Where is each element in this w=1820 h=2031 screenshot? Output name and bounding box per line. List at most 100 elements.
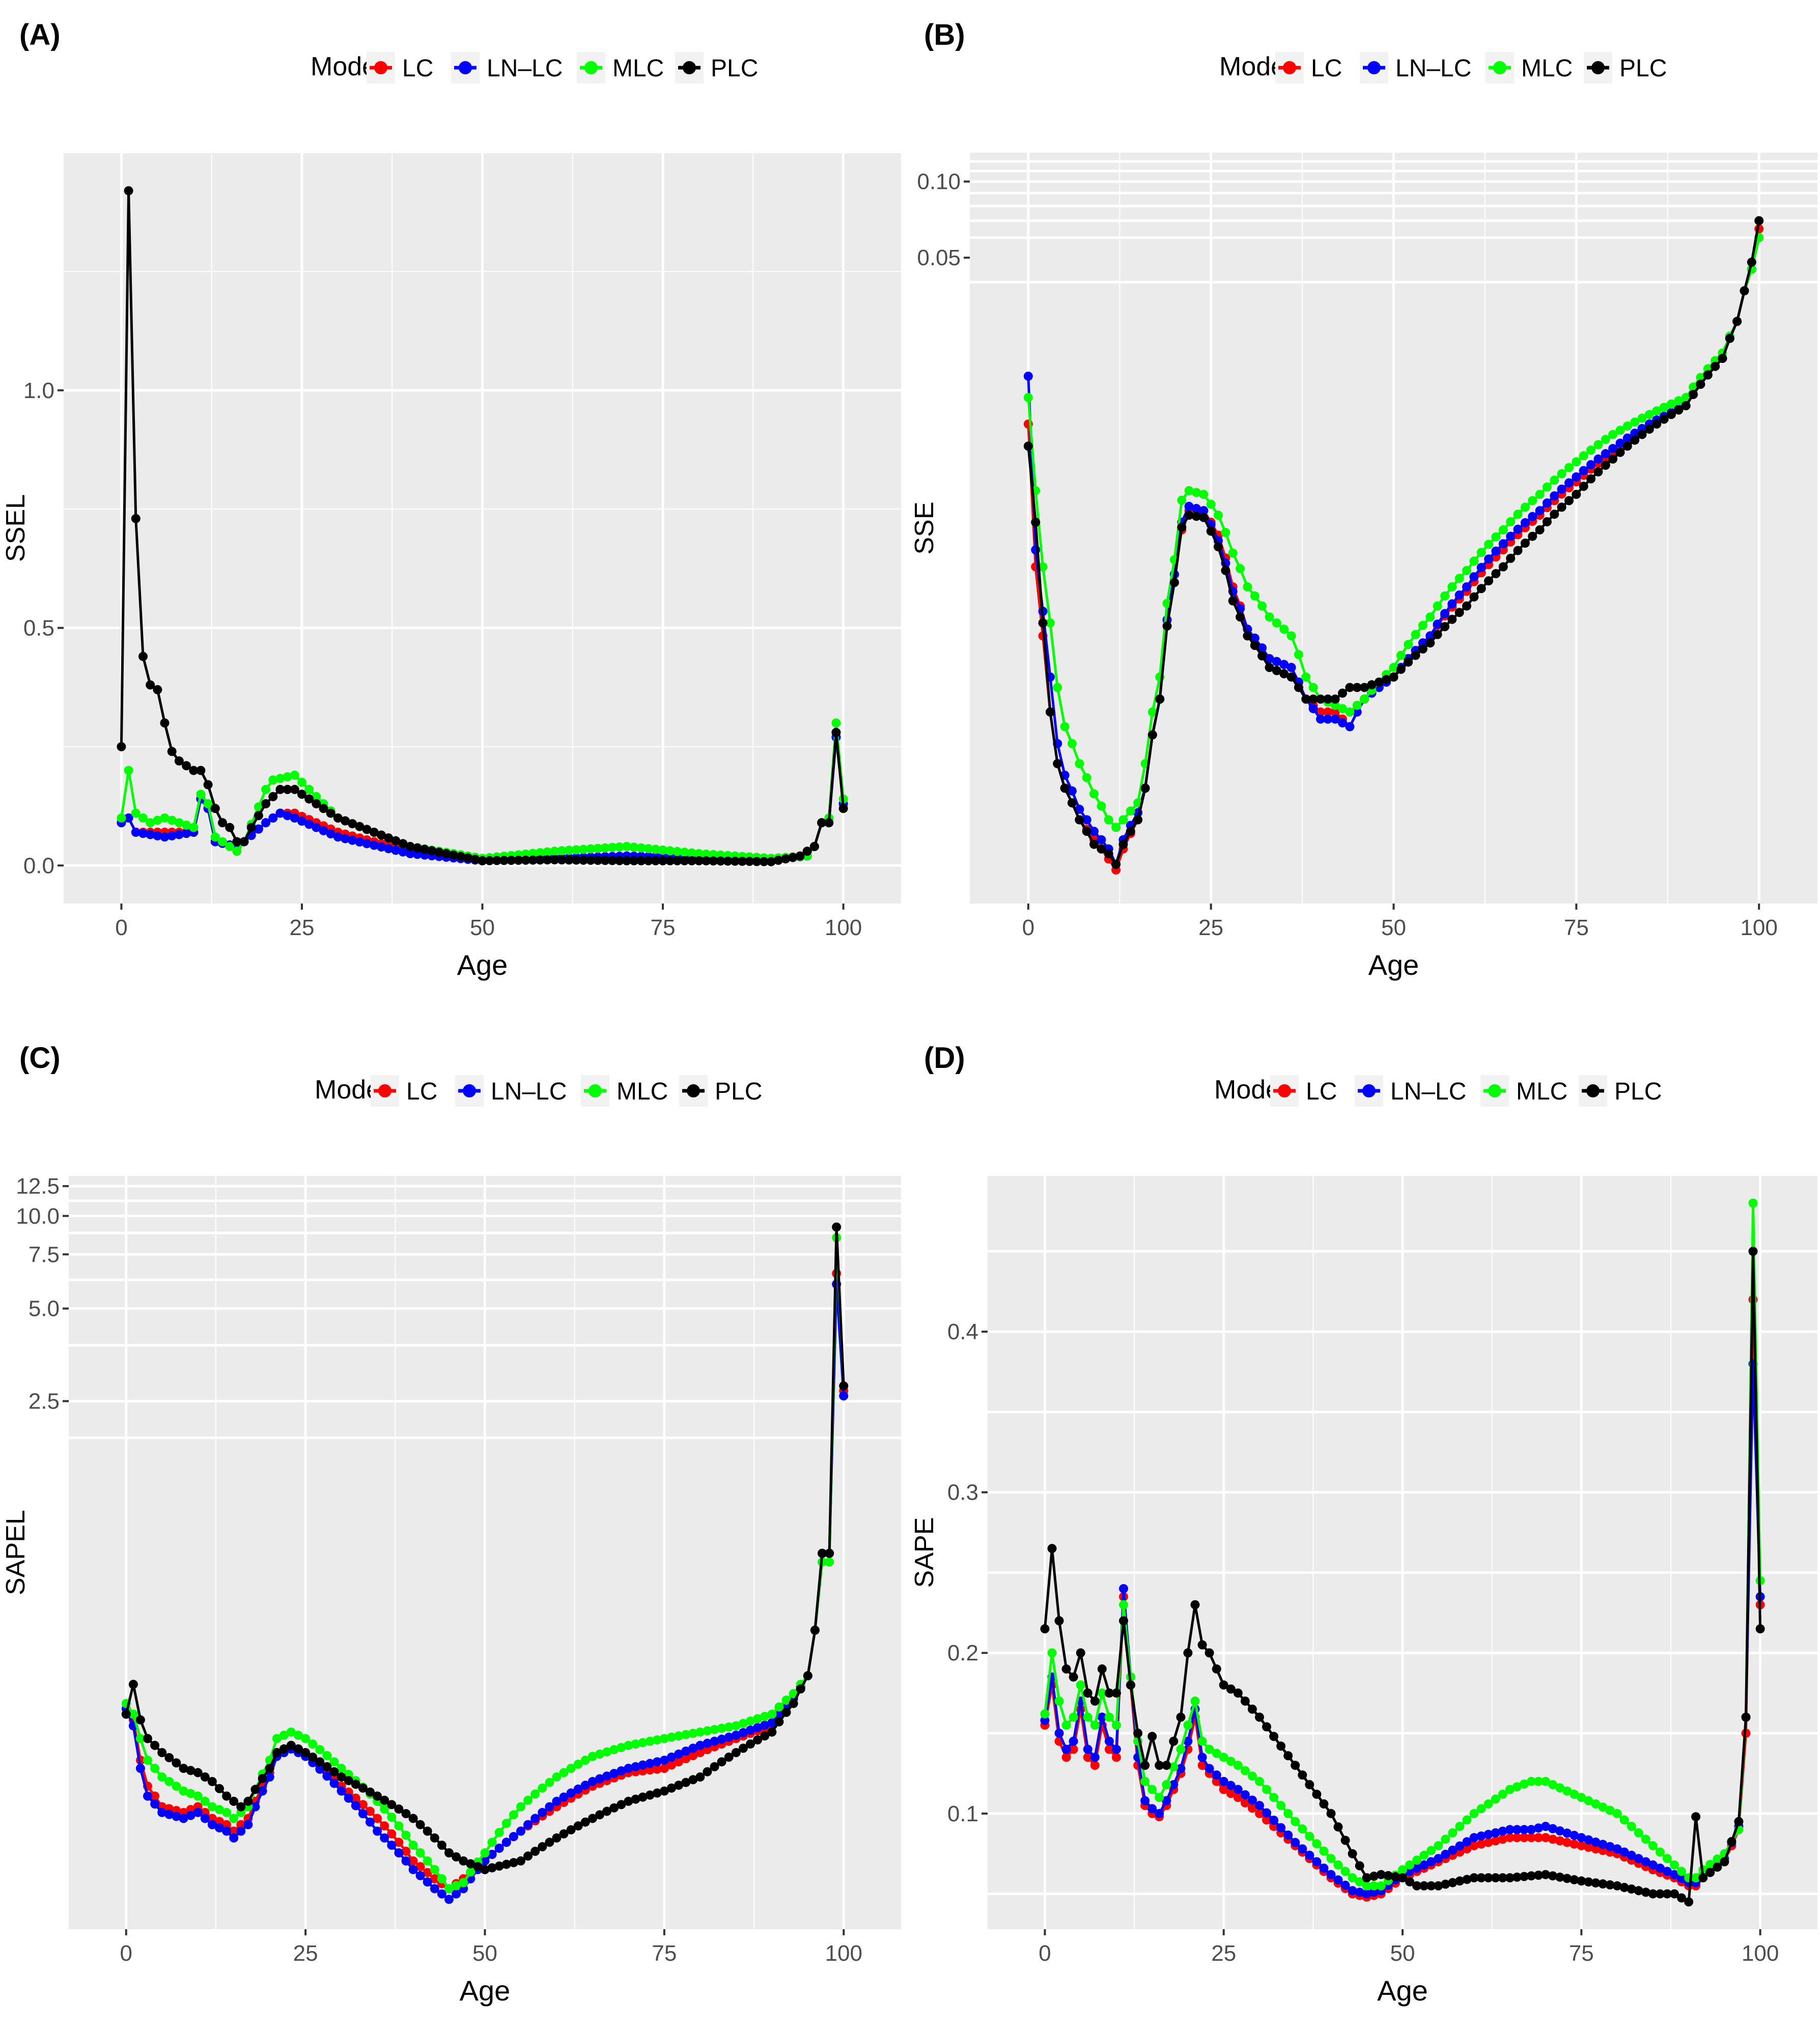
legend-label: MLC — [1516, 1078, 1567, 1105]
data-point — [143, 1756, 152, 1765]
data-point — [391, 836, 401, 845]
data-point — [229, 1833, 239, 1843]
data-point — [207, 1820, 217, 1829]
data-point — [254, 811, 263, 821]
data-point — [667, 1783, 676, 1793]
data-point — [528, 849, 538, 858]
legend-label: MLC — [617, 1078, 668, 1105]
data-point — [1374, 678, 1384, 687]
data-point — [803, 1671, 813, 1681]
data-point — [1506, 531, 1516, 541]
data-point — [1298, 1770, 1307, 1780]
y-axis: 0.1 0.2 0.3 0.4 SAPE — [910, 1319, 988, 1826]
data-point — [1352, 707, 1362, 717]
data-point — [1641, 1835, 1650, 1844]
data-point — [1476, 584, 1486, 594]
data-point — [717, 1734, 726, 1744]
data-point — [1338, 688, 1347, 698]
data-point — [1076, 1648, 1085, 1658]
data-point — [1505, 1873, 1515, 1882]
data-point — [602, 1807, 612, 1816]
data-point — [186, 1789, 195, 1798]
data-point — [1257, 651, 1267, 661]
data-point — [1369, 1881, 1379, 1891]
data-point — [1634, 1886, 1643, 1896]
gridlines — [69, 1176, 901, 1929]
data-point — [1221, 566, 1230, 575]
data-point — [1104, 1712, 1114, 1722]
data-point — [1426, 1857, 1436, 1867]
data-point — [1586, 460, 1595, 469]
data-point — [1440, 609, 1449, 618]
data-point — [1286, 672, 1296, 682]
data-point — [825, 1557, 834, 1567]
data-point — [124, 186, 133, 195]
data-point — [773, 856, 783, 865]
data-point — [1118, 815, 1128, 825]
data-point — [1564, 463, 1574, 472]
data-point — [384, 844, 394, 854]
data-point — [1448, 1878, 1458, 1887]
data-point — [1513, 546, 1523, 555]
data-point — [781, 1708, 791, 1717]
x-tick-label: 25 — [289, 915, 314, 940]
data-point — [831, 727, 841, 737]
data-point — [1411, 630, 1420, 639]
data-point — [1176, 1744, 1186, 1754]
data-point — [1662, 1854, 1672, 1864]
data-point — [1104, 1688, 1114, 1698]
data-point — [218, 837, 227, 847]
data-point — [1226, 1757, 1236, 1766]
data-point — [387, 1800, 397, 1810]
data-point — [1637, 430, 1647, 439]
data-point — [839, 1381, 849, 1391]
data-point — [523, 1795, 533, 1805]
data-point — [1562, 1786, 1572, 1796]
data-point — [753, 1723, 763, 1732]
data-point — [1097, 1688, 1107, 1698]
data-point — [1684, 1897, 1694, 1907]
data-point — [236, 1820, 246, 1829]
data-point — [297, 789, 306, 799]
data-point — [1579, 482, 1588, 491]
data-point — [1433, 619, 1442, 629]
data-point — [1674, 405, 1684, 415]
data-point — [1083, 1712, 1093, 1722]
data-point — [543, 855, 552, 865]
data-point — [622, 842, 632, 851]
data-point — [1469, 556, 1479, 566]
data-point — [1061, 1664, 1071, 1674]
data-point — [652, 1764, 662, 1774]
data-point — [1345, 707, 1355, 717]
data-point — [1462, 582, 1471, 591]
data-point — [358, 1783, 368, 1793]
data-point — [1469, 1833, 1479, 1843]
data-point — [609, 1803, 619, 1813]
data-point — [1061, 1753, 1071, 1762]
data-point — [665, 846, 675, 856]
y-axis-title: SSE — [910, 501, 939, 554]
data-point — [358, 1800, 368, 1810]
data-point — [832, 1222, 842, 1232]
data-point — [1360, 683, 1369, 692]
legend-label: PLC — [715, 1078, 762, 1105]
data-point — [279, 1744, 289, 1754]
data-point — [652, 1735, 662, 1745]
data-point — [557, 846, 567, 856]
data-point — [308, 1739, 318, 1749]
data-point — [423, 1826, 432, 1836]
data-point — [694, 856, 704, 865]
data-point — [667, 1753, 676, 1762]
data-point — [724, 1722, 734, 1732]
data-point — [659, 1756, 669, 1765]
data-point — [501, 1859, 511, 1869]
data-point — [1550, 475, 1559, 485]
data-point — [530, 1847, 540, 1856]
data-point — [789, 1689, 798, 1699]
data-point — [1283, 1830, 1293, 1840]
data-point — [1301, 694, 1311, 704]
data-point — [401, 1809, 411, 1818]
data-point — [1550, 510, 1559, 519]
data-point — [1579, 466, 1588, 475]
x-tick-label: 75 — [651, 915, 676, 940]
